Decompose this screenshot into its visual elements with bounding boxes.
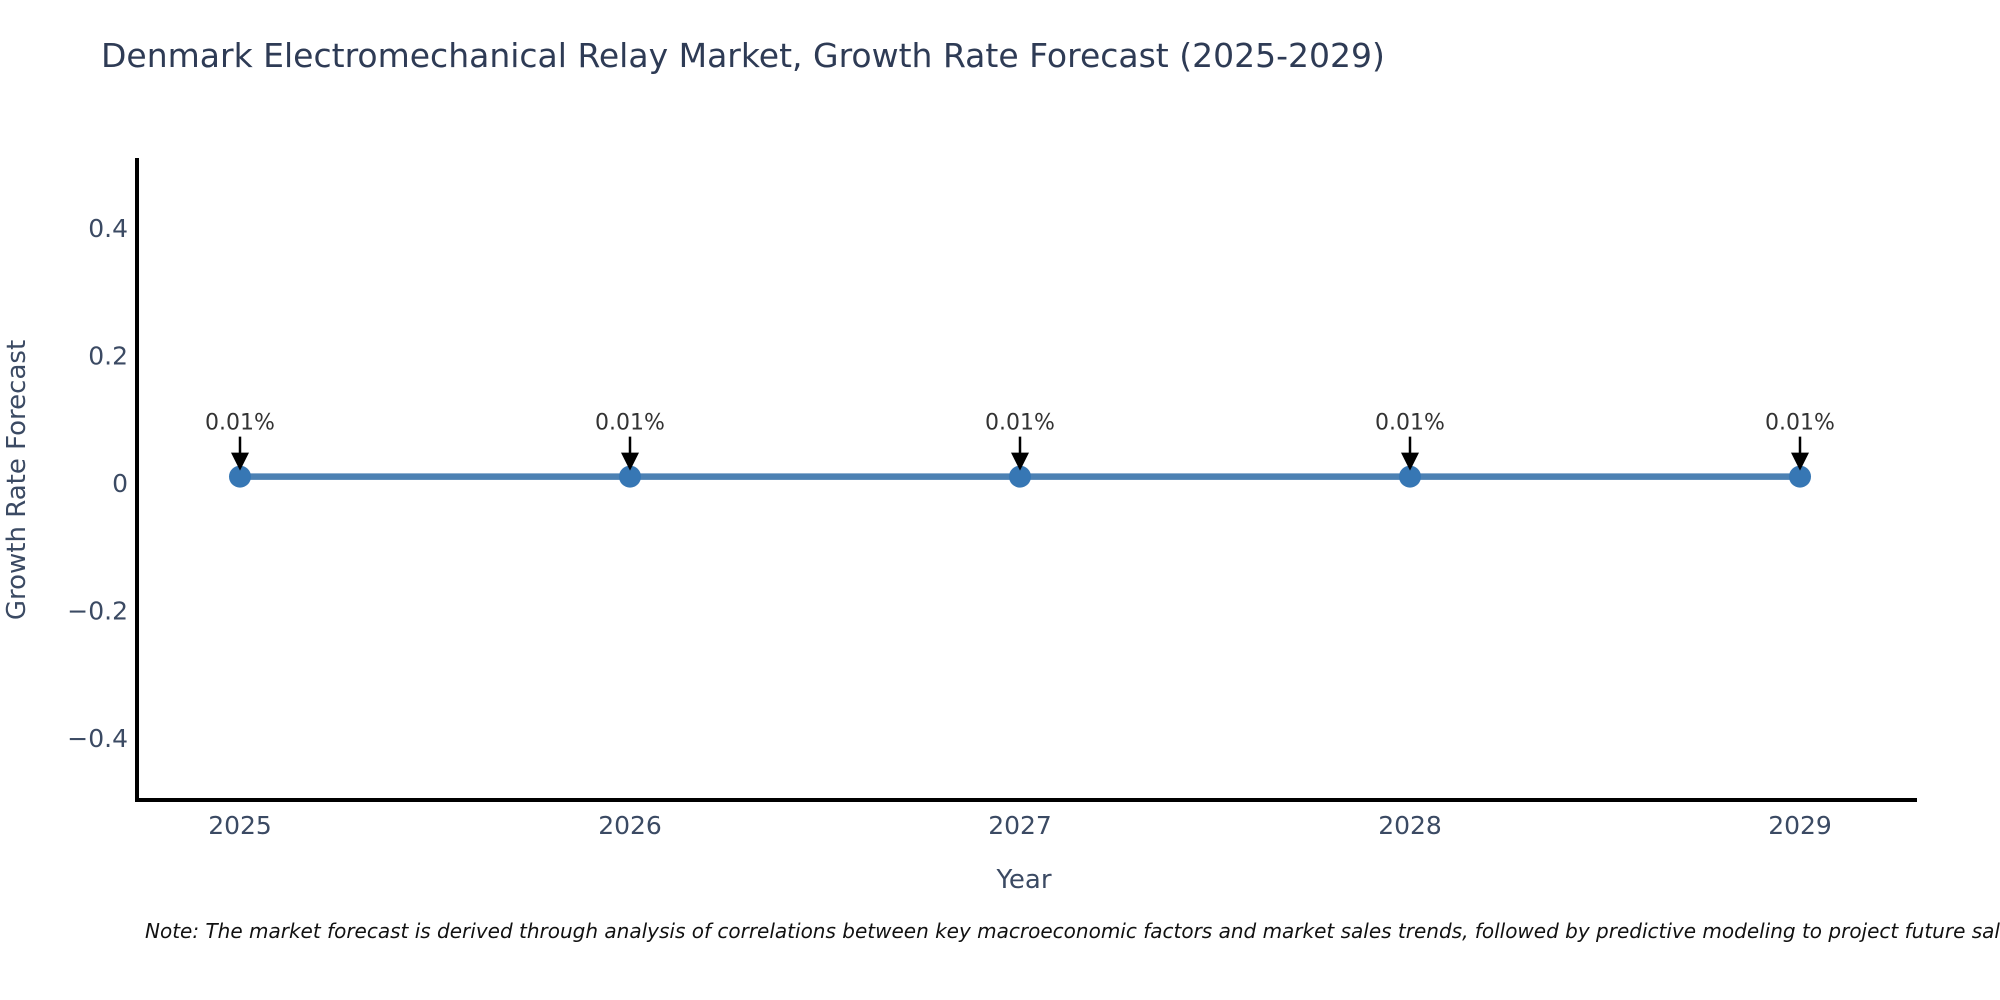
point-annotation-label: 0.01%	[1765, 411, 1835, 436]
point-annotation-label: 0.01%	[205, 411, 275, 436]
x-tick-labels: 2025 2026 2027 2028 2029	[208, 811, 1832, 840]
x-tick-label: 2028	[1378, 811, 1442, 840]
x-tick-label: 2025	[208, 811, 272, 840]
y-tick-label: 0.2	[88, 342, 128, 371]
data-point	[229, 465, 251, 488]
y-tick-label: −0.2	[67, 597, 128, 626]
y-tick-label: 0.4	[88, 214, 128, 243]
data-point	[619, 465, 641, 488]
chart-title: Denmark Electromechanical Relay Market, …	[101, 36, 1385, 75]
x-tick-label: 2027	[988, 811, 1052, 840]
point-annotation-label: 0.01%	[985, 411, 1055, 436]
annotation-arrow-head	[1401, 452, 1419, 471]
data-point	[1399, 465, 1421, 488]
data-point	[1009, 465, 1031, 488]
y-tick-label: −0.4	[67, 724, 128, 753]
y-axis-title: Growth Rate Forecast	[2, 340, 32, 620]
footnote: Note: The market forecast is derived thr…	[145, 919, 2000, 943]
y-tick-label: 0	[112, 469, 128, 498]
annotation-arrow-head	[1791, 452, 1809, 471]
annotation-arrow-head	[1011, 452, 1029, 471]
point-annotation-label: 0.01%	[1375, 411, 1445, 436]
annotation-arrow-head	[231, 452, 249, 471]
x-tick-label: 2026	[598, 811, 662, 840]
data-point	[1789, 465, 1811, 488]
x-tick-label: 2029	[1768, 811, 1832, 840]
annotation-arrow-head	[621, 452, 639, 471]
x-axis-title: Year	[995, 865, 1051, 895]
y-tick-labels: 0.4 0.2 0 −0.2 −0.4	[67, 214, 128, 753]
line-series	[229, 465, 1811, 488]
point-annotation-label: 0.01%	[595, 411, 665, 436]
point-annotations: 0.01% 0.01% 0.01% 0.01% 0.01%	[205, 411, 1835, 471]
